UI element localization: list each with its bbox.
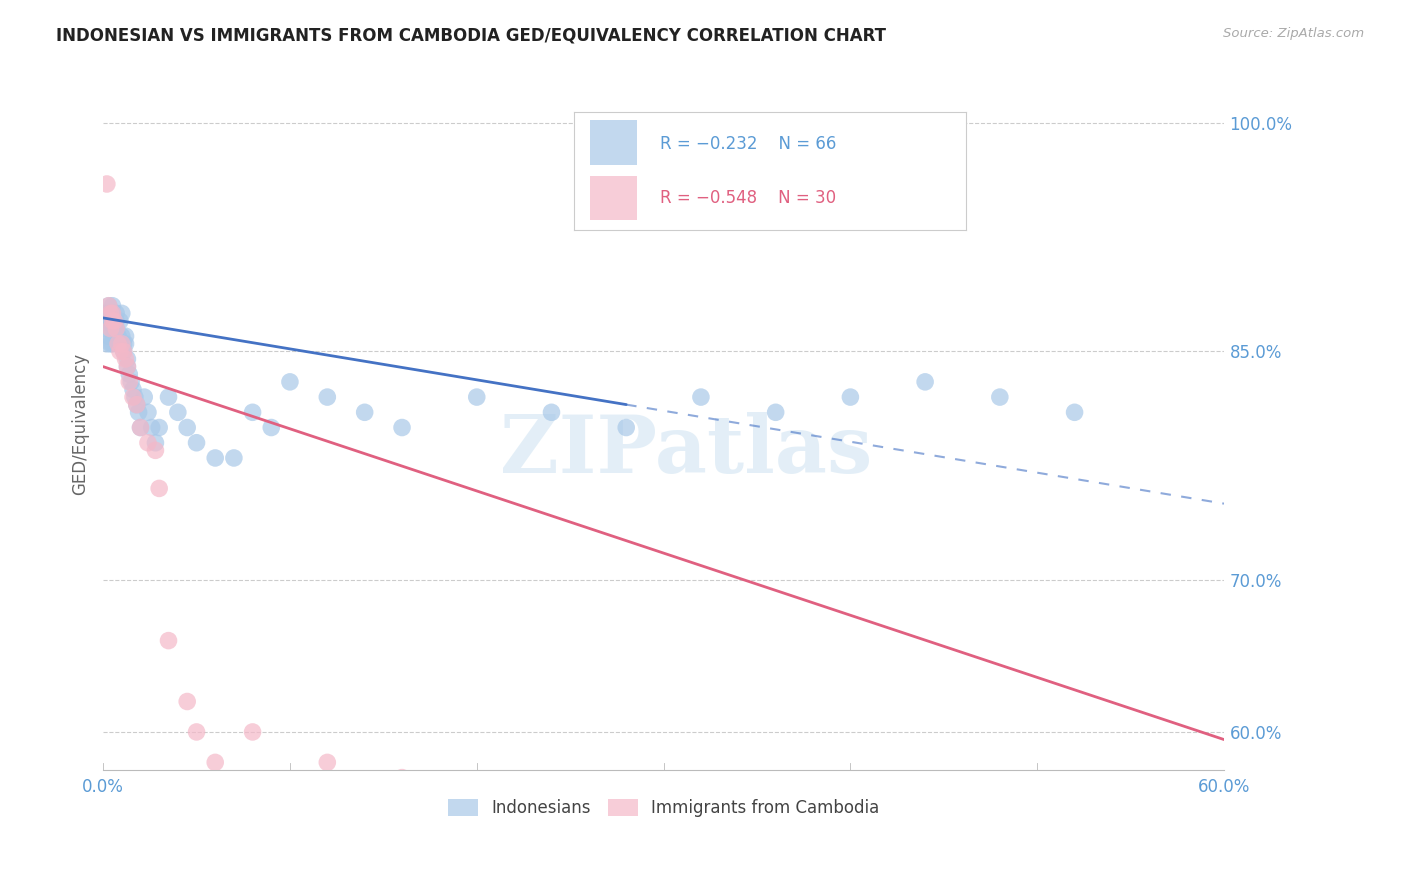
Point <box>176 694 198 708</box>
Point <box>108 336 131 351</box>
Point <box>97 314 120 328</box>
Point <box>124 390 146 404</box>
Point <box>103 314 125 328</box>
Point <box>107 329 129 343</box>
Point <box>111 336 134 351</box>
Point <box>129 420 152 434</box>
Point <box>118 368 141 382</box>
Text: INDONESIAN VS IMMIGRANTS FROM CAMBODIA GED/EQUIVALENCY CORRELATION CHART: INDONESIAN VS IMMIGRANTS FROM CAMBODIA G… <box>56 27 886 45</box>
Point <box>540 405 562 419</box>
Point <box>111 306 134 320</box>
Point <box>204 450 226 465</box>
Point <box>136 435 159 450</box>
Point <box>353 405 375 419</box>
Point <box>114 329 136 343</box>
Point <box>145 443 167 458</box>
Point <box>117 351 139 366</box>
Point <box>765 405 787 419</box>
Point <box>107 336 129 351</box>
Point <box>108 344 131 359</box>
Point <box>103 329 125 343</box>
Point <box>101 306 124 320</box>
Point <box>148 420 170 434</box>
Point <box>614 420 637 434</box>
Point <box>1063 405 1085 419</box>
Point <box>107 329 129 343</box>
Point <box>97 299 120 313</box>
Point <box>105 314 128 328</box>
Text: ZIPatlas: ZIPatlas <box>501 412 872 491</box>
Point <box>839 390 862 404</box>
Point <box>114 336 136 351</box>
Point <box>125 398 148 412</box>
Point <box>914 375 936 389</box>
Point <box>157 390 180 404</box>
Legend: Indonesians, Immigrants from Cambodia: Indonesians, Immigrants from Cambodia <box>441 792 886 824</box>
Point <box>112 336 135 351</box>
Point <box>100 314 122 328</box>
Point <box>112 344 135 359</box>
Point <box>100 306 122 320</box>
Point <box>101 299 124 313</box>
Point <box>97 299 120 313</box>
Point <box>122 390 145 404</box>
Point <box>278 375 301 389</box>
Point <box>107 336 129 351</box>
Text: Source: ZipAtlas.com: Source: ZipAtlas.com <box>1223 27 1364 40</box>
Point <box>260 420 283 434</box>
Point <box>204 756 226 770</box>
Point <box>129 420 152 434</box>
Point <box>391 420 413 434</box>
Point <box>105 321 128 335</box>
Point <box>134 390 156 404</box>
Point <box>96 321 118 335</box>
Point <box>145 435 167 450</box>
Point <box>118 375 141 389</box>
Point <box>186 725 208 739</box>
Point <box>242 725 264 739</box>
Point <box>465 390 488 404</box>
Point <box>101 321 124 335</box>
Point <box>391 771 413 785</box>
Point <box>120 375 142 389</box>
Point <box>105 321 128 335</box>
Point <box>148 482 170 496</box>
Point <box>96 336 118 351</box>
Point <box>94 306 117 320</box>
Point <box>141 420 163 434</box>
Point <box>157 633 180 648</box>
Point <box>101 314 124 328</box>
Point <box>100 336 122 351</box>
Point <box>103 321 125 335</box>
Point <box>105 306 128 320</box>
Point <box>222 450 245 465</box>
Point <box>101 306 124 320</box>
Point <box>166 405 188 419</box>
Point <box>316 390 339 404</box>
Point <box>100 321 122 335</box>
Point <box>242 405 264 419</box>
Point <box>114 351 136 366</box>
Point <box>125 398 148 412</box>
Point <box>100 306 122 320</box>
Point <box>988 390 1011 404</box>
Point <box>316 756 339 770</box>
Point <box>96 314 118 328</box>
Point <box>111 329 134 343</box>
Point <box>96 177 118 191</box>
Y-axis label: GED/Equivalency: GED/Equivalency <box>72 352 89 495</box>
Point <box>186 435 208 450</box>
Point <box>117 359 139 374</box>
Point <box>136 405 159 419</box>
Point <box>112 344 135 359</box>
Point <box>117 359 139 374</box>
Point <box>122 383 145 397</box>
Point <box>97 329 120 343</box>
Point <box>690 390 713 404</box>
Point <box>128 405 150 419</box>
Point <box>176 420 198 434</box>
Point <box>108 314 131 328</box>
Point <box>103 314 125 328</box>
Point <box>101 336 124 351</box>
